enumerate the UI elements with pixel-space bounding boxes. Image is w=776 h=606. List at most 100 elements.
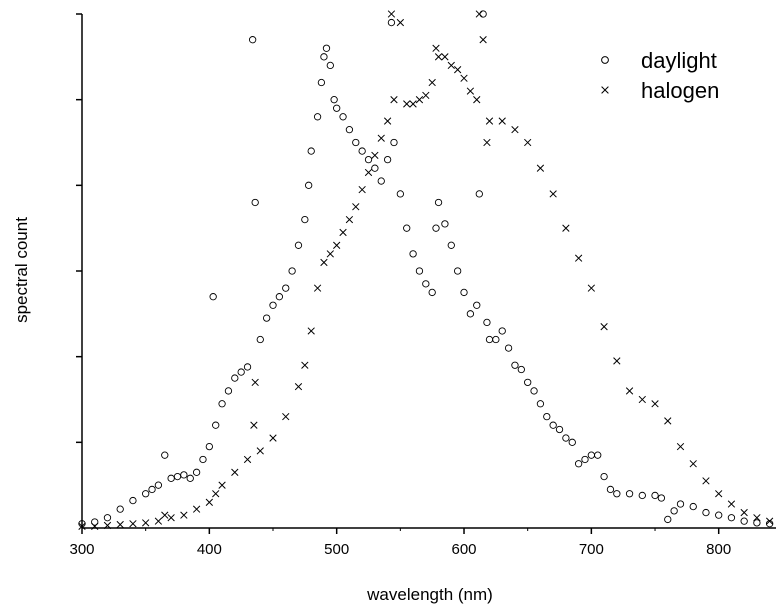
data-point-daylight — [326, 61, 334, 70]
data-point-daylight — [294, 241, 303, 249]
data-point-halogen — [536, 164, 545, 172]
legend-label-daylight: daylight — [641, 48, 717, 73]
data-point-daylight — [740, 517, 748, 525]
data-point-daylight — [167, 474, 175, 482]
data-point-daylight — [345, 125, 354, 134]
data-point-daylight — [587, 451, 596, 459]
series-halogen — [78, 10, 774, 530]
data-point-halogen — [415, 96, 424, 104]
data-point-daylight — [224, 387, 233, 395]
data-point-halogen — [432, 44, 440, 52]
data-point-halogen — [154, 517, 163, 525]
data-point-daylight — [322, 44, 331, 52]
legend-marker-halogen — [601, 86, 609, 94]
data-point-daylight — [498, 327, 506, 335]
data-point-halogen — [664, 417, 672, 425]
data-point-daylight — [212, 421, 220, 429]
data-point-daylight — [638, 491, 646, 500]
data-point-daylight — [358, 147, 366, 155]
data-point-daylight — [330, 96, 338, 104]
data-point-daylight — [103, 514, 112, 522]
data-point-halogen — [498, 117, 506, 125]
data-point-halogen — [740, 508, 748, 517]
data-point-daylight — [186, 474, 194, 482]
data-point-daylight — [262, 314, 271, 322]
data-point-daylight — [243, 363, 252, 371]
data-point-halogen — [483, 138, 491, 147]
data-point-halogen — [250, 421, 258, 429]
data-point-daylight — [536, 400, 545, 408]
data-point-daylight — [432, 224, 440, 232]
data-point-daylight — [511, 361, 519, 369]
data-point-halogen — [180, 511, 188, 519]
data-point-daylight — [320, 53, 328, 61]
data-point-halogen — [142, 519, 150, 527]
data-point-daylight — [305, 181, 313, 189]
data-point-halogen — [282, 412, 290, 421]
data-point-halogen — [269, 434, 277, 442]
data-point-daylight — [606, 485, 615, 494]
data-point-daylight — [301, 215, 309, 224]
data-point-daylight — [504, 344, 513, 352]
data-point-halogen — [403, 100, 411, 108]
data-point-halogen — [231, 468, 239, 476]
data-point-daylight — [199, 455, 207, 464]
data-point-daylight — [475, 190, 483, 198]
data-point-daylight — [753, 519, 761, 527]
data-point-daylight — [282, 284, 290, 292]
data-point-halogen — [715, 490, 723, 498]
data-point-daylight — [415, 267, 424, 275]
data-point-daylight — [403, 224, 411, 232]
data-point-halogen — [473, 96, 481, 104]
data-point-daylight — [664, 515, 672, 524]
x-tick-label: 700 — [579, 541, 604, 558]
data-point-daylight — [492, 335, 500, 344]
data-point-daylight — [256, 335, 264, 344]
data-point-daylight — [454, 267, 462, 275]
data-point-halogen — [753, 514, 761, 522]
data-point-daylight — [651, 491, 659, 500]
data-point-daylight — [205, 442, 213, 451]
data-point-daylight — [129, 496, 137, 505]
data-point-daylight — [447, 241, 455, 249]
data-point-daylight — [313, 113, 322, 121]
data-point-daylight — [180, 471, 188, 479]
data-point-daylight — [574, 460, 583, 468]
data-point-halogen — [212, 490, 220, 498]
data-point-halogen — [307, 327, 315, 335]
x-tick-label: 300 — [69, 541, 94, 558]
data-point-halogen — [326, 250, 334, 258]
data-point-daylight — [387, 18, 396, 27]
data-point-daylight — [434, 198, 443, 207]
data-point-daylight — [116, 505, 124, 513]
data-point-halogen — [364, 168, 373, 177]
data-point-daylight — [676, 500, 685, 508]
data-point-halogen — [475, 10, 483, 18]
data-point-daylight — [460, 288, 468, 297]
data-point-halogen — [345, 215, 354, 224]
x-axis-title: wavelength (nm) — [366, 585, 493, 604]
data-point-daylight — [409, 250, 417, 258]
data-point-halogen — [352, 203, 360, 211]
data-point-halogen — [727, 500, 736, 508]
data-point-halogen — [377, 134, 385, 142]
data-point-halogen — [339, 228, 347, 237]
data-point-halogen — [651, 400, 659, 408]
data-point-daylight — [209, 293, 217, 301]
data-point-daylight — [657, 494, 666, 502]
data-point-halogen — [587, 284, 596, 292]
data-point-halogen — [256, 447, 264, 455]
data-point-daylight — [218, 400, 226, 408]
data-point-daylight — [339, 113, 347, 121]
data-point-daylight — [275, 293, 284, 301]
data-point-halogen — [390, 96, 398, 104]
x-tick-label: 600 — [452, 541, 477, 558]
data-point-daylight — [715, 511, 723, 519]
data-point-daylight — [248, 36, 257, 44]
data-point-daylight — [594, 451, 602, 459]
legend-label-halogen: halogen — [641, 78, 719, 103]
data-point-halogen — [294, 382, 303, 391]
data-point-halogen — [333, 241, 341, 249]
data-point-daylight — [543, 412, 551, 421]
data-point-halogen — [301, 361, 309, 369]
